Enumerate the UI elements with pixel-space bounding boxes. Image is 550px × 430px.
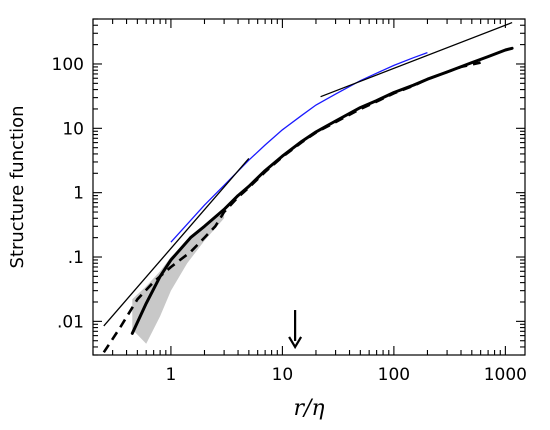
x-tick-label: 1 — [166, 365, 177, 385]
series-layer — [102, 46, 514, 354]
y-tick-label: 1 — [73, 184, 84, 204]
reference-line-slope-2/3 — [320, 21, 513, 98]
x-axis-label: r/η — [293, 396, 324, 421]
y-axis-label: Structure function — [7, 106, 28, 269]
series-thick-dashed — [102, 61, 481, 354]
y-tick-label: .01 — [57, 312, 84, 332]
x-tick-label: 10 — [272, 365, 294, 385]
x-tick-label: 100 — [378, 365, 410, 385]
uncertainty-band-layer — [132, 209, 225, 344]
y-tick-label: .1 — [68, 248, 84, 268]
y-tick-label: 10 — [62, 119, 84, 139]
reference-line-slope-2 — [103, 158, 250, 327]
series-thin-blue — [170, 51, 428, 243]
tick-layer: 1 10 100 1000 .01 .1 1 10 100 — [52, 18, 527, 385]
uncertainty-band — [132, 209, 225, 344]
arrow-head — [288, 336, 303, 350]
marker-layer — [288, 310, 303, 350]
plot-frame — [92, 18, 526, 356]
series-thick-solid — [130, 46, 514, 335]
x-tick-label: 1000 — [484, 365, 527, 385]
y-tick-label: 100 — [52, 55, 84, 75]
reference-line-layer — [103, 21, 513, 327]
